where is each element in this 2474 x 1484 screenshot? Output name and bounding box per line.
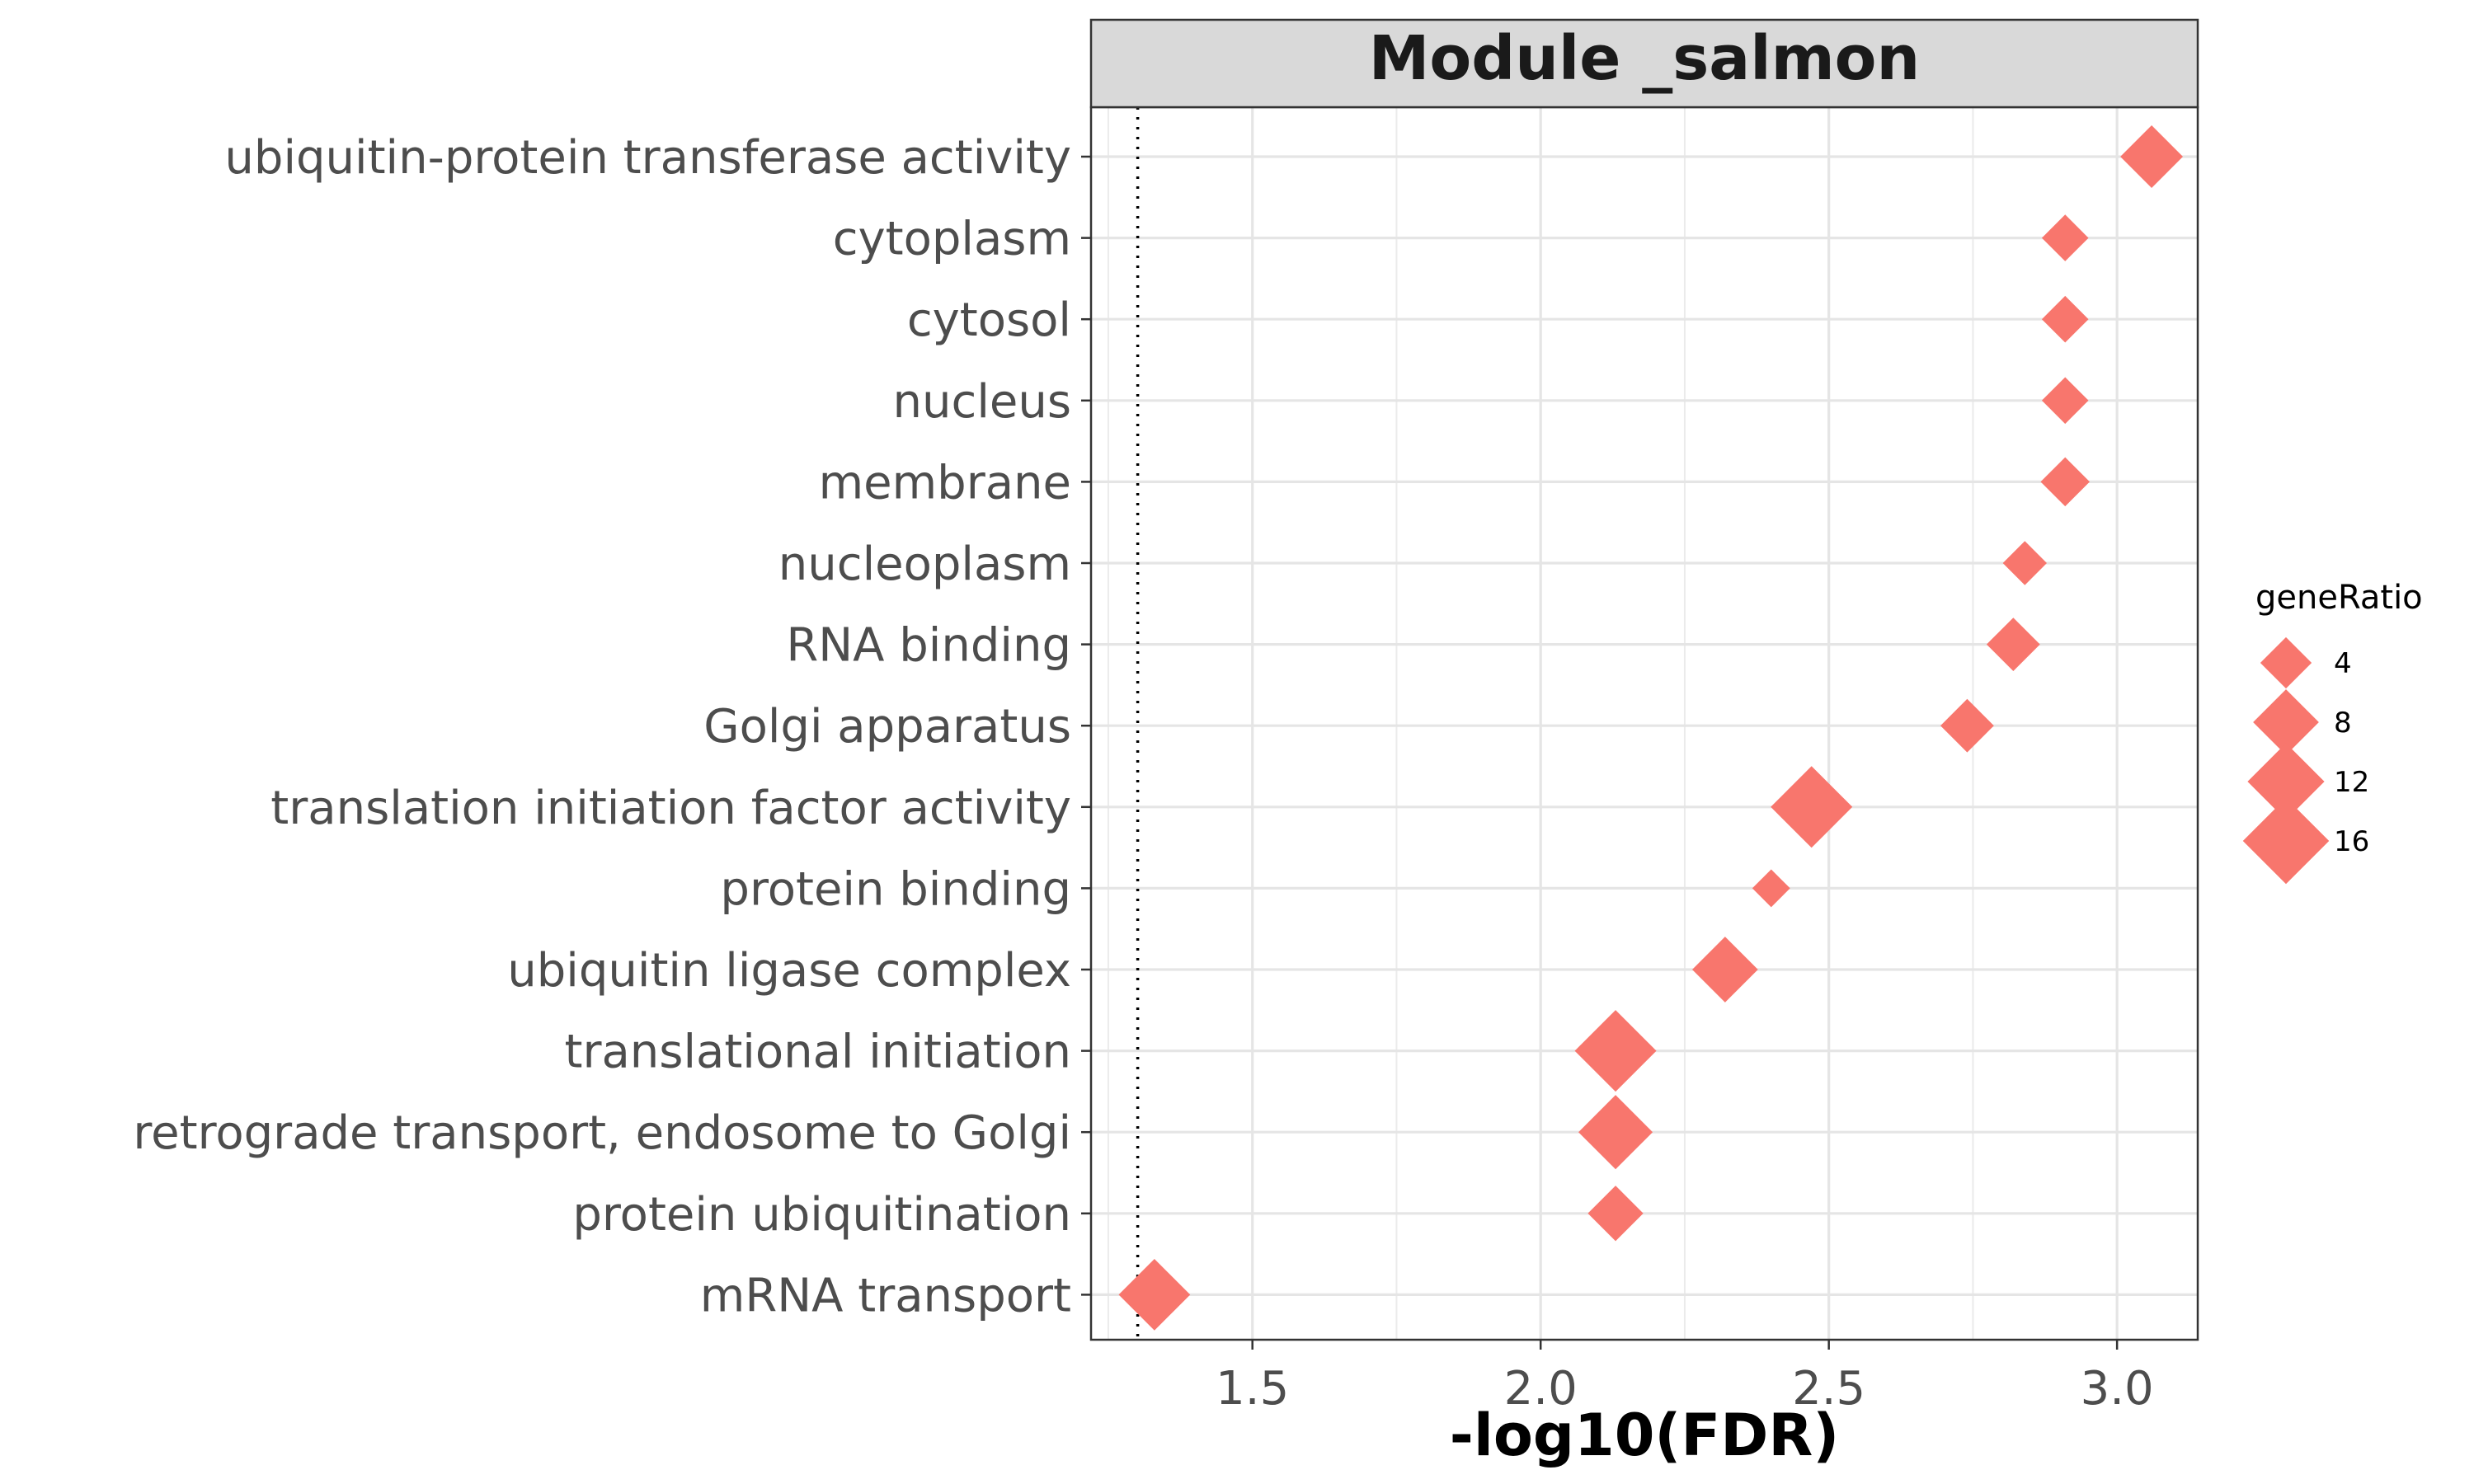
facet-strip (1089, 18, 2199, 109)
data-point (1752, 869, 1790, 908)
legend-key (2253, 689, 2319, 755)
data-point (1587, 1186, 1644, 1242)
legend-label: 4 (2334, 647, 2352, 680)
x-axis-title: -log10(FDR) (1450, 1402, 1839, 1469)
data-point (1118, 1259, 1191, 1331)
y-tick-label: translational initiation (565, 1026, 1072, 1079)
legend-key (2242, 797, 2330, 885)
y-tick-label: cytosol (907, 294, 1071, 347)
y-tick-label: retrograde transport, endosome to Golgi (133, 1106, 1071, 1160)
y-tick-label: membrane (819, 456, 1071, 510)
x-tick-label: 2.5 (1792, 1362, 1865, 1416)
legend: geneRatio 4 8 12 16 (2242, 579, 2423, 885)
y-tick-label: ubiquitin ligase complex (507, 944, 1071, 998)
x-tick-label: 1.5 (1216, 1362, 1289, 1416)
y-tick-label: Golgi apparatus (703, 700, 1071, 754)
data-point (2041, 214, 2089, 261)
data-point (1940, 698, 1994, 753)
y-tick-label: translation initiation factor activity (270, 782, 1071, 835)
data-point (1578, 1095, 1653, 1170)
legend-key (2247, 743, 2325, 820)
legend-label: 16 (2334, 825, 2369, 858)
y-tick-label: protein ubiquitination (572, 1188, 1071, 1242)
x-tick-label: 2.0 (1504, 1362, 1578, 1416)
y-tick-label: protein binding (720, 862, 1071, 916)
data-point (2002, 541, 2048, 585)
chart-title: Module _salmon (1369, 23, 1920, 94)
legend-label: 8 (2334, 707, 2352, 740)
y-tick-label: nucleus (893, 375, 1071, 429)
y-tick-label: ubiquitin-protein transferase activity (224, 131, 1071, 185)
major-gridlines (1091, 107, 2198, 1340)
legend-items: 4 8 12 16 (2242, 636, 2369, 885)
y-tick-label: RNA binding (786, 619, 1071, 673)
data-point (1691, 937, 1758, 1003)
legend-key (2260, 636, 2312, 689)
data-point (1986, 618, 2040, 672)
data-point (2040, 457, 2090, 507)
y-tick-label: cytoplasm (833, 213, 1071, 266)
data-point (2041, 295, 2089, 343)
data-point (2041, 377, 2089, 425)
data-point (2120, 125, 2184, 188)
legend-label: 12 (2334, 766, 2369, 799)
legend-title: geneRatio (2255, 579, 2423, 617)
y-axis: ubiquitin-protein transferase activity cy… (133, 131, 1091, 1322)
x-tick-label: 3.0 (2081, 1362, 2154, 1416)
data-points (1118, 125, 2184, 1331)
y-tick-label: nucleoplasm (778, 538, 1071, 591)
y-tick-label: mRNA transport (700, 1269, 1071, 1322)
data-point (1771, 766, 1853, 848)
panel-border (1089, 106, 2199, 1341)
data-point (1574, 1010, 1657, 1092)
x-axis: 1.5 2.0 2.5 3.0 (1216, 1340, 2154, 1416)
